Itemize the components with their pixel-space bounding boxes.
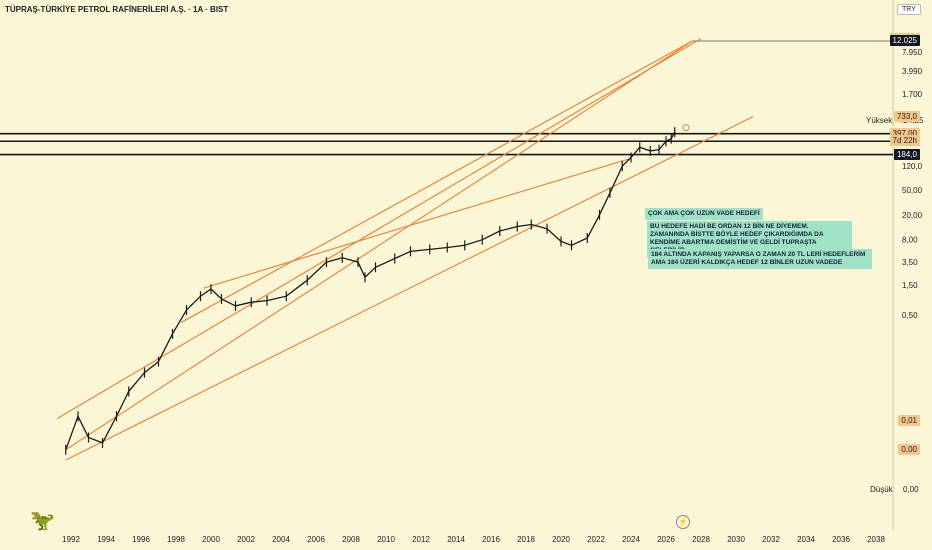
x-tick-2038: 2038 <box>867 535 885 544</box>
x-tick-2016: 2016 <box>482 535 500 544</box>
y-tick-3: 120,0 <box>902 162 923 171</box>
note-184-warning: 184 ALTINDA KAPANIŞ YAPARSA O ZAMAN 20 T… <box>648 249 872 269</box>
y-tick-5: 20,00 <box>902 211 923 220</box>
price-tag-6: 0,01 <box>898 415 920 427</box>
x-tick-2024: 2024 <box>622 535 640 544</box>
currency-badge[interactable]: TRY <box>897 4 921 15</box>
x-tick-2008: 2008 <box>342 535 360 544</box>
x-tick-2000: 2000 <box>202 535 220 544</box>
y-tick-1: 3.990 <box>902 67 923 76</box>
chart-title: TÜPRAŞ-TÜRKİYE PETROL RAFİNERİLERİ A.Ş. … <box>5 5 229 14</box>
trendline-0 <box>65 40 693 451</box>
price-tag-1: 12.025 <box>889 35 920 46</box>
y-tick-7: 3,50 <box>902 258 918 267</box>
trendline-4 <box>180 40 693 323</box>
price-tag-3: 397,00 <box>889 127 920 139</box>
y-tick-4: 50,00 <box>902 186 923 195</box>
last-price-marker <box>682 124 690 132</box>
price-tag-7: 0,00 <box>898 443 920 455</box>
x-tick-2018: 2018 <box>517 535 535 544</box>
x-tick-2030: 2030 <box>727 535 745 544</box>
x-tick-2006: 2006 <box>307 535 325 544</box>
x-tick-1996: 1996 <box>132 535 150 544</box>
x-tick-2026: 2026 <box>657 535 675 544</box>
x-tick-1992: 1992 <box>62 535 80 544</box>
trendline-1 <box>56 38 702 420</box>
x-tick-2034: 2034 <box>797 535 815 544</box>
price-tag-4: 7d 22h <box>889 135 920 147</box>
x-tick-2012: 2012 <box>412 535 430 544</box>
x-tick-2032: 2032 <box>762 535 780 544</box>
x-tick-1998: 1998 <box>167 535 185 544</box>
x-tick-2028: 2028 <box>692 535 710 544</box>
x-tick-2020: 2020 <box>552 535 570 544</box>
tradingview-logo: 🦖 <box>30 510 55 532</box>
trendline-2 <box>65 115 754 461</box>
x-tick-2002: 2002 <box>237 535 255 544</box>
y-tick-0: 7.950 <box>902 48 923 57</box>
y-tick-2: 1.700 <box>902 90 923 99</box>
x-tick-2036: 2036 <box>832 535 850 544</box>
high-label: Yüksek <box>866 116 893 125</box>
x-tick-2004: 2004 <box>272 535 290 544</box>
price-tag-5: 184,0 <box>893 148 920 160</box>
y-tick-9: 0,50 <box>902 311 918 320</box>
x-tick-2022: 2022 <box>587 535 605 544</box>
x-tick-1994: 1994 <box>97 535 115 544</box>
low-value: 0,00 <box>903 485 919 494</box>
y-tick-6: 8,00 <box>902 236 918 245</box>
y-tick-8: 1,50 <box>902 281 918 290</box>
low-label: Düşük <box>870 485 893 494</box>
trendline-3 <box>203 157 632 289</box>
price-line <box>65 131 676 451</box>
price-tag-2: 733,0 <box>893 110 920 122</box>
note-heading: ÇOK AMA ÇOK UZUN VADE HEDEFİ <box>645 208 763 220</box>
x-tick-2014: 2014 <box>447 535 465 544</box>
x-tick-2010: 2010 <box>377 535 395 544</box>
flash-icon[interactable]: ⚡ <box>676 515 690 529</box>
